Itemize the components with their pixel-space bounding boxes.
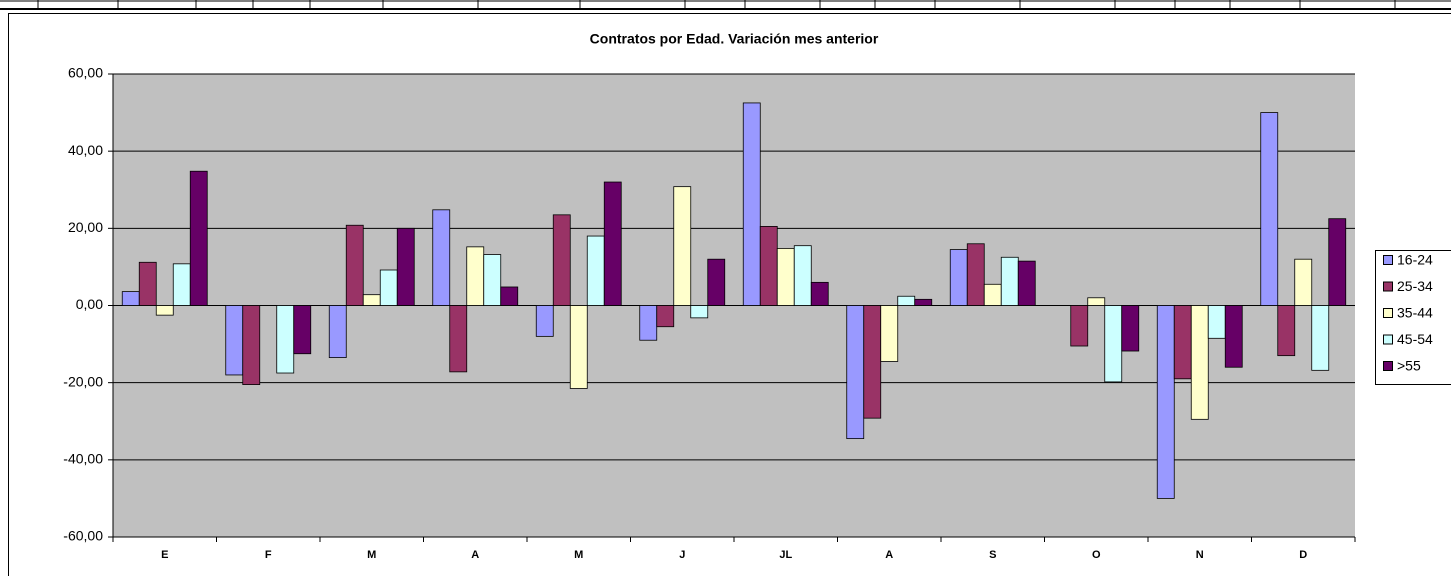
bar [846, 305, 865, 440]
bar [449, 305, 468, 373]
bar [603, 181, 622, 306]
bar [1260, 112, 1279, 306]
bar [983, 283, 1002, 306]
bar [225, 305, 244, 376]
bar [1328, 218, 1347, 306]
bar [552, 214, 571, 306]
bar [328, 305, 347, 358]
bar [500, 286, 519, 306]
x-tick-label: A [471, 549, 479, 561]
bar [379, 269, 398, 306]
bar [880, 305, 899, 362]
bar [242, 305, 261, 385]
bar [345, 224, 364, 306]
x-tick-label: M [367, 549, 376, 561]
y-tick-label: -40,00 [63, 451, 103, 467]
x-tick-label: O [1092, 549, 1101, 561]
bar [1087, 297, 1106, 306]
bar [914, 298, 933, 306]
x-tick-label: D [1299, 549, 1307, 561]
bar [483, 254, 502, 306]
bar [639, 305, 658, 341]
bar [1190, 305, 1209, 420]
bar [1017, 260, 1036, 306]
bar [897, 295, 916, 306]
y-tick-label: 20,00 [68, 219, 103, 235]
legend-swatch [1383, 361, 1393, 371]
bar [1173, 305, 1192, 380]
bar [759, 226, 778, 306]
bar [1104, 305, 1123, 383]
bar [1156, 305, 1175, 499]
bar [949, 249, 968, 306]
x-tick-label: F [265, 549, 272, 561]
bar [466, 246, 485, 306]
bar [1224, 305, 1243, 368]
bar [690, 305, 709, 319]
legend-label: 16-24 [1397, 252, 1433, 268]
bar [1070, 305, 1089, 347]
legend-label: 25-34 [1397, 278, 1433, 294]
y-tick-label: -60,00 [63, 528, 103, 544]
x-tick-label: A [885, 549, 893, 561]
bar [432, 209, 451, 306]
bar [1207, 305, 1226, 339]
bar [1121, 305, 1140, 352]
bar [793, 245, 812, 306]
bar [1277, 305, 1296, 357]
bar [1311, 305, 1330, 371]
bar [673, 186, 692, 306]
chart-title: Contratos por Edad. Variación mes anteri… [590, 31, 879, 47]
x-tick-label: JL [779, 549, 792, 561]
bar [656, 305, 675, 328]
bar [276, 305, 295, 374]
x-tick-label: S [989, 549, 996, 561]
legend-swatch [1383, 281, 1393, 292]
bar [707, 258, 726, 306]
x-tick-label: M [574, 549, 583, 561]
bar [810, 281, 829, 306]
bar [535, 305, 554, 337]
bar [121, 291, 140, 306]
legend-label: 35-44 [1397, 305, 1433, 321]
bar [138, 261, 157, 306]
bar [189, 170, 208, 306]
x-tick-label: E [161, 549, 168, 561]
bar [362, 294, 381, 306]
bar [966, 243, 985, 306]
bar [396, 227, 415, 306]
bar [776, 247, 795, 306]
bar [155, 305, 174, 316]
x-tick-label: J [679, 549, 685, 561]
bar [172, 263, 191, 306]
legend-swatch [1383, 308, 1393, 318]
bar [1294, 258, 1313, 306]
x-tick-label: N [1196, 549, 1204, 561]
legend-label: 45-54 [1397, 331, 1433, 347]
y-tick-label: 40,00 [68, 142, 103, 158]
sheet-grid [0, 0, 1451, 10]
legend-swatch [1383, 334, 1393, 345]
y-tick-label: 60,00 [68, 65, 103, 81]
y-tick-label: 0,00 [76, 296, 103, 312]
legend-label: >55 [1397, 358, 1421, 374]
legend-swatch [1383, 255, 1393, 265]
bar [586, 235, 605, 306]
y-tick-label: -20,00 [63, 373, 103, 389]
bar [1000, 256, 1019, 306]
bar [293, 305, 312, 355]
bar [863, 305, 882, 419]
bar [569, 305, 588, 389]
bar [742, 102, 761, 306]
